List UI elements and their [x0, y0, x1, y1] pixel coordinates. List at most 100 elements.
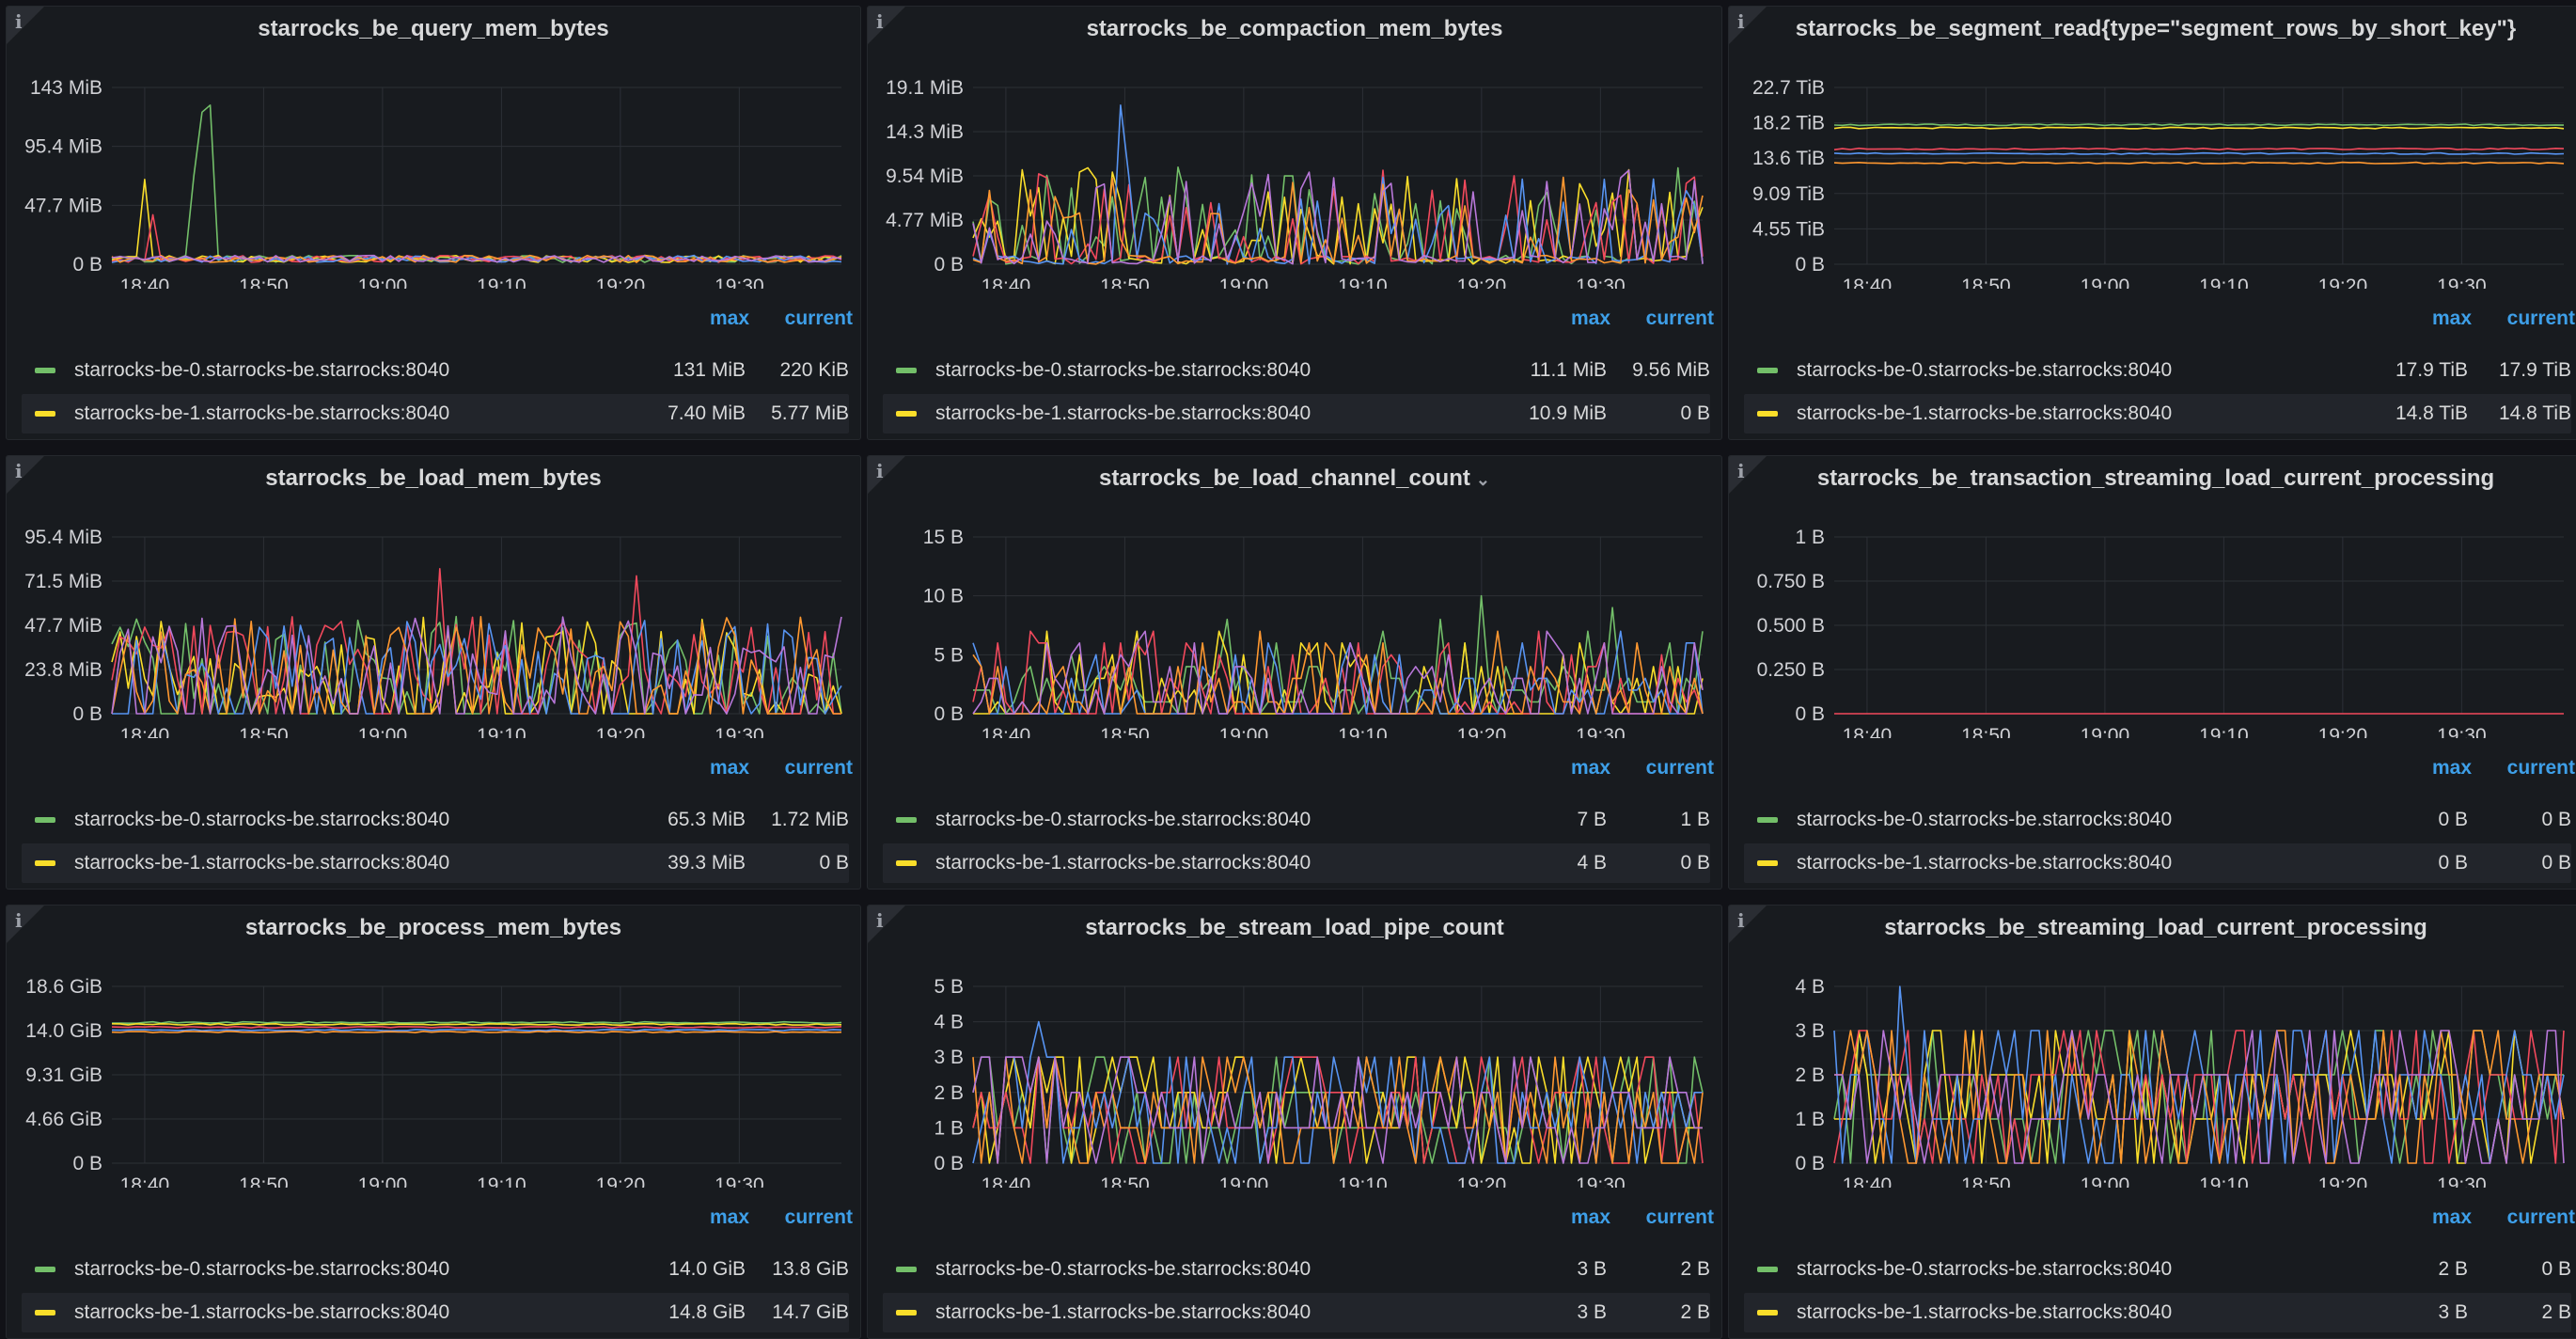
legend-current-header[interactable]: current	[784, 1206, 853, 1228]
legend-series-name[interactable]: starrocks-be-0.starrocks-be.starrocks:80…	[74, 359, 450, 381]
panel-7[interactable]: i starrocks_be_process_mem_bytes 18.6 GiB 1…	[6, 905, 861, 1339]
legend-row[interactable]: starrocks-be-0.starrocks-be.starrocks:80…	[1744, 1250, 2571, 1289]
panel-title[interactable]: starrocks_be_segment_read{type="segment_…	[1729, 16, 2576, 42]
chart-area[interactable]: 22.7 TiB 18.2 TiB 13.6 TiB 9.09 TiB 4.55 TiB…	[1729, 7, 2576, 289]
legend-max-header[interactable]: max	[1570, 1206, 1610, 1228]
panel-9[interactable]: i starrocks_be_streaming_load_current_pro…	[1728, 905, 2576, 1339]
legend-color-swatch[interactable]	[896, 368, 917, 373]
chart-area[interactable]: 18.6 GiB 14.0 GiB 9.31 GiB 4.66 GiB 0 B 18:40…	[7, 906, 861, 1188]
legend-series-name[interactable]: starrocks-be-0.starrocks-be.starrocks:80…	[1797, 809, 2173, 830]
legend-current-header[interactable]: current	[2506, 307, 2575, 329]
legend-color-swatch[interactable]	[35, 860, 55, 866]
legend-current-header[interactable]: current	[1645, 757, 1714, 779]
legend-row[interactable]: starrocks-be-0.starrocks-be.starrocks:80…	[1744, 800, 2571, 840]
legend-series-name[interactable]: starrocks-be-0.starrocks-be.starrocks:80…	[74, 1258, 450, 1280]
legend-row[interactable]: starrocks-be-0.starrocks-be.starrocks:80…	[22, 800, 849, 840]
panel-info-corner[interactable]	[7, 456, 44, 494]
legend-series-name[interactable]: starrocks-be-0.starrocks-be.starrocks:80…	[935, 1258, 1312, 1280]
legend-series-name[interactable]: starrocks-be-0.starrocks-be.starrocks:80…	[935, 359, 1312, 381]
legend-current-header[interactable]: current	[2506, 1206, 2575, 1228]
legend-color-swatch[interactable]	[896, 860, 917, 866]
legend-series-name[interactable]: starrocks-be-0.starrocks-be.starrocks:80…	[74, 809, 450, 830]
panel-info-corner[interactable]	[1729, 906, 1767, 943]
legend-current-header[interactable]: current	[784, 757, 853, 779]
panel-6[interactable]: i starrocks_be_transaction_streaming_load…	[1728, 455, 2576, 890]
info-icon[interactable]: i	[15, 10, 23, 33]
info-icon[interactable]: i	[15, 460, 23, 482]
legend-row[interactable]: starrocks-be-1.starrocks-be.starrocks:80…	[22, 394, 849, 433]
info-icon[interactable]: i	[876, 909, 884, 932]
legend-row[interactable]: starrocks-be-1.starrocks-be.starrocks:80…	[1744, 394, 2571, 433]
panel-4[interactable]: i starrocks_be_load_mem_bytes 95.4 MiB 71.5…	[6, 455, 861, 890]
legend-max-header[interactable]: max	[709, 1206, 749, 1228]
chevron-down-icon[interactable]: ⌄	[1475, 470, 1490, 489]
chart-area[interactable]: 15 B 10 B 5 B 0 B 18:40 18:50 19:00 19:10 19:20 1…	[868, 456, 1722, 738]
chart-area[interactable]: 143 MiB 95.4 MiB 47.7 MiB 0 B 18:40 18:50 19:0…	[7, 7, 861, 289]
legend-color-swatch[interactable]	[1757, 411, 1778, 417]
info-icon[interactable]: i	[1737, 10, 1745, 33]
legend-max-header[interactable]: max	[2431, 757, 2472, 779]
legend-row[interactable]: starrocks-be-1.starrocks-be.starrocks:80…	[1744, 1293, 2571, 1332]
panel-info-corner[interactable]	[7, 7, 44, 44]
legend-series-name[interactable]: starrocks-be-0.starrocks-be.starrocks:80…	[1797, 359, 2173, 381]
legend-max-header[interactable]: max	[709, 307, 749, 329]
legend-color-swatch[interactable]	[35, 1310, 55, 1315]
legend-series-name[interactable]: starrocks-be-1.starrocks-be.starrocks:80…	[74, 852, 450, 874]
legend-max-header[interactable]: max	[2431, 1206, 2472, 1228]
legend-current-header[interactable]: current	[784, 307, 853, 329]
legend-series-name[interactable]: starrocks-be-1.starrocks-be.starrocks:80…	[935, 1301, 1312, 1323]
panel-info-corner[interactable]	[1729, 456, 1767, 494]
legend-color-swatch[interactable]	[896, 817, 917, 823]
panel-title[interactable]: starrocks_be_transaction_streaming_load_…	[1729, 465, 2576, 492]
panel-title[interactable]: starrocks_be_streaming_load_current_proc…	[1729, 915, 2576, 941]
legend-row[interactable]: starrocks-be-1.starrocks-be.starrocks:80…	[1744, 843, 2571, 883]
legend-color-swatch[interactable]	[35, 368, 55, 373]
legend-series-name[interactable]: starrocks-be-1.starrocks-be.starrocks:80…	[74, 402, 450, 424]
legend-row[interactable]: starrocks-be-0.starrocks-be.starrocks:80…	[883, 1250, 1710, 1289]
legend-series-name[interactable]: starrocks-be-0.starrocks-be.starrocks:80…	[1797, 1258, 2173, 1280]
chart-area[interactable]: 1 B 0.750 B 0.500 B 0.250 B 0 B 18:40 18:50 19:…	[1729, 456, 2576, 738]
legend-row[interactable]: starrocks-be-0.starrocks-be.starrocks:80…	[883, 351, 1710, 390]
legend-series-name[interactable]: starrocks-be-1.starrocks-be.starrocks:80…	[1797, 1301, 2173, 1323]
legend-color-swatch[interactable]	[896, 1310, 917, 1315]
legend-series-name[interactable]: starrocks-be-1.starrocks-be.starrocks:80…	[74, 1301, 450, 1323]
legend-color-swatch[interactable]	[35, 817, 55, 823]
legend-max-header[interactable]: max	[1570, 307, 1610, 329]
legend-current-header[interactable]: current	[2506, 757, 2575, 779]
info-icon[interactable]: i	[1737, 460, 1745, 482]
panel-1[interactable]: i starrocks_be_query_mem_bytes 143 MiB 95.4…	[6, 6, 861, 440]
panel-5[interactable]: i starrocks_be_load_channel_count ⌄ 15 B 10 …	[867, 455, 1722, 890]
panel-title[interactable]: starrocks_be_process_mem_bytes	[7, 915, 860, 941]
legend-color-swatch[interactable]	[35, 411, 55, 417]
chart-area[interactable]: 95.4 MiB 71.5 MiB 47.7 MiB 23.8 MiB 0 B 18:40…	[7, 456, 861, 738]
legend-series-name[interactable]: starrocks-be-1.starrocks-be.starrocks:80…	[1797, 852, 2173, 874]
panel-info-corner[interactable]	[868, 906, 905, 943]
legend-color-swatch[interactable]	[1757, 860, 1778, 866]
panel-title[interactable]: starrocks_be_load_mem_bytes	[7, 465, 860, 492]
chart-area[interactable]: 19.1 MiB 14.3 MiB 9.54 MiB 4.77 MiB 0 B 18:40…	[868, 7, 1722, 289]
legend-max-header[interactable]: max	[709, 757, 749, 779]
legend-current-header[interactable]: current	[1645, 1206, 1714, 1228]
legend-row[interactable]: starrocks-be-0.starrocks-be.starrocks:80…	[883, 800, 1710, 840]
legend-row[interactable]: starrocks-be-1.starrocks-be.starrocks:80…	[22, 843, 849, 883]
info-icon[interactable]: i	[876, 460, 884, 482]
legend-series-name[interactable]: starrocks-be-1.starrocks-be.starrocks:80…	[935, 402, 1312, 424]
legend-color-swatch[interactable]	[896, 1267, 917, 1272]
legend-max-header[interactable]: max	[2431, 307, 2472, 329]
panel-2[interactable]: i starrocks_be_compaction_mem_bytes 19.1 M…	[867, 6, 1722, 440]
legend-row[interactable]: starrocks-be-1.starrocks-be.starrocks:80…	[883, 394, 1710, 433]
legend-max-header[interactable]: max	[1570, 757, 1610, 779]
panel-info-corner[interactable]	[1729, 7, 1767, 44]
legend-color-swatch[interactable]	[1757, 368, 1778, 373]
info-icon[interactable]: i	[1737, 909, 1745, 932]
legend-color-swatch[interactable]	[1757, 1310, 1778, 1315]
panel-title[interactable]: starrocks_be_compaction_mem_bytes	[868, 16, 1721, 42]
legend-series-name[interactable]: starrocks-be-1.starrocks-be.starrocks:80…	[935, 852, 1312, 874]
legend-color-swatch[interactable]	[896, 411, 917, 417]
legend-row[interactable]: starrocks-be-0.starrocks-be.starrocks:80…	[22, 1250, 849, 1289]
legend-color-swatch[interactable]	[35, 1267, 55, 1272]
info-icon[interactable]: i	[876, 10, 884, 33]
info-icon[interactable]: i	[15, 909, 23, 932]
legend-series-name[interactable]: starrocks-be-0.starrocks-be.starrocks:80…	[935, 809, 1312, 830]
legend-row[interactable]: starrocks-be-1.starrocks-be.starrocks:80…	[883, 1293, 1710, 1332]
